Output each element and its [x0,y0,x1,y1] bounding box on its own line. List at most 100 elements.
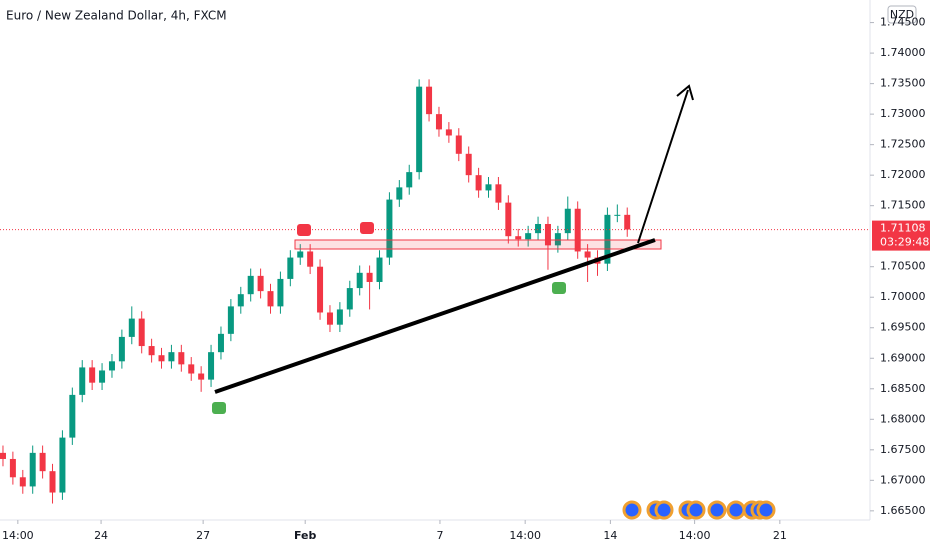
candle-body [416,86,423,173]
x-tick-label: 27 [196,529,210,542]
candle-body [138,318,145,347]
candle-body [217,333,224,353]
resistance-zone [294,239,662,250]
candle-body [604,214,611,264]
candle-body [99,370,106,383]
arrow-head [676,84,694,101]
candle-body [267,291,274,307]
candle-body [505,202,512,237]
y-tick-label: 1.68000 [880,412,926,425]
candle-body [297,251,304,258]
candle-body [346,288,353,310]
x-tick-label: 14:00 [2,529,34,542]
x-tick-label: 14 [603,529,617,542]
candle-body [386,199,393,258]
candle-body [495,184,502,203]
candle-body [544,223,551,246]
x-tick-label: 14:00 [509,529,541,542]
candle-body [247,275,254,295]
currency-label: NZD [890,8,914,21]
candle-body [168,352,175,362]
candle-body [574,208,581,252]
y-tick-label: 1.73500 [880,77,926,90]
candle-body [396,187,403,200]
candle-body [584,251,591,258]
current-price-badge [872,220,930,251]
y-tick-label: 1.72000 [880,168,926,181]
currency-badge [887,5,917,24]
y-tick-label: 1.67000 [880,473,926,486]
y-tick-label: 1.68500 [880,382,926,395]
candle-body [237,294,244,307]
candle-body [307,251,314,267]
candle-body [128,318,135,337]
candle-body [257,275,264,292]
thumb-down-icon [297,224,311,236]
candle-body [535,223,542,234]
candle-body [277,278,284,307]
current-price-label: 1.71108 [880,222,926,235]
candle-body [89,367,96,383]
y-tick-label: 1.74000 [880,46,926,59]
candle-body [158,355,165,362]
candle-body [188,364,195,374]
candle-body [148,346,155,356]
y-tick-label: 1.70000 [880,290,926,303]
drawings [212,84,776,520]
y-tick-label: 1.71500 [880,199,926,212]
candle-body [227,306,234,334]
candle-body [9,458,16,478]
candle-body [455,135,462,154]
candle-body [475,175,482,191]
candle-body [366,272,373,282]
candle-body [336,309,343,325]
candle-body [69,394,76,438]
candles [0,79,631,504]
x-tick-label: 14:00 [679,529,711,542]
countdown-label: 03:29:48 [880,236,929,249]
chart-title: Euro / New Zealand Dollar, 4h, FXCM [6,9,227,23]
candle-body [376,257,383,282]
thumb-down-icon [360,222,374,234]
candle-body [356,272,363,289]
trend-line [214,238,656,394]
x-tick-label: 24 [94,529,108,542]
x-tick-label: 21 [773,529,787,542]
candle-body [515,236,522,240]
y-tick-label: 1.73000 [880,107,926,120]
event-icons [622,500,776,520]
x-tick-label: Feb [294,529,317,542]
candle-body [208,352,215,380]
candle-body [426,86,433,115]
x-tick-label: 7 [436,529,443,542]
thumb-up-icon [212,402,226,414]
candle-body [554,233,561,246]
y-tick-label: 1.74500 [880,16,926,29]
y-tick-label: 1.70500 [880,260,926,273]
candle-body [564,208,571,234]
candle-body [29,452,36,487]
y-tick-label: 1.67500 [880,443,926,456]
candle-body [198,373,205,380]
candle-body [118,336,125,362]
candle-body [435,114,442,130]
candle-body [614,214,621,216]
candle-body [39,452,46,472]
candle-body [178,352,185,365]
y-tick-label: 1.66500 [880,504,926,517]
candle-body [465,153,472,176]
candle-body [59,437,66,493]
y-tick-label: 1.72500 [880,138,926,151]
candle-body [0,452,6,459]
candle-body [49,471,56,493]
candle-body [624,214,631,230]
candle-body [485,184,492,191]
candle-body [445,129,452,136]
candle-body [317,266,324,313]
candle-body [108,361,115,371]
candle-body [19,477,26,487]
candle-body [525,233,532,240]
y-tick-label: 1.69000 [880,351,926,364]
thumb-up-icon [552,282,566,294]
